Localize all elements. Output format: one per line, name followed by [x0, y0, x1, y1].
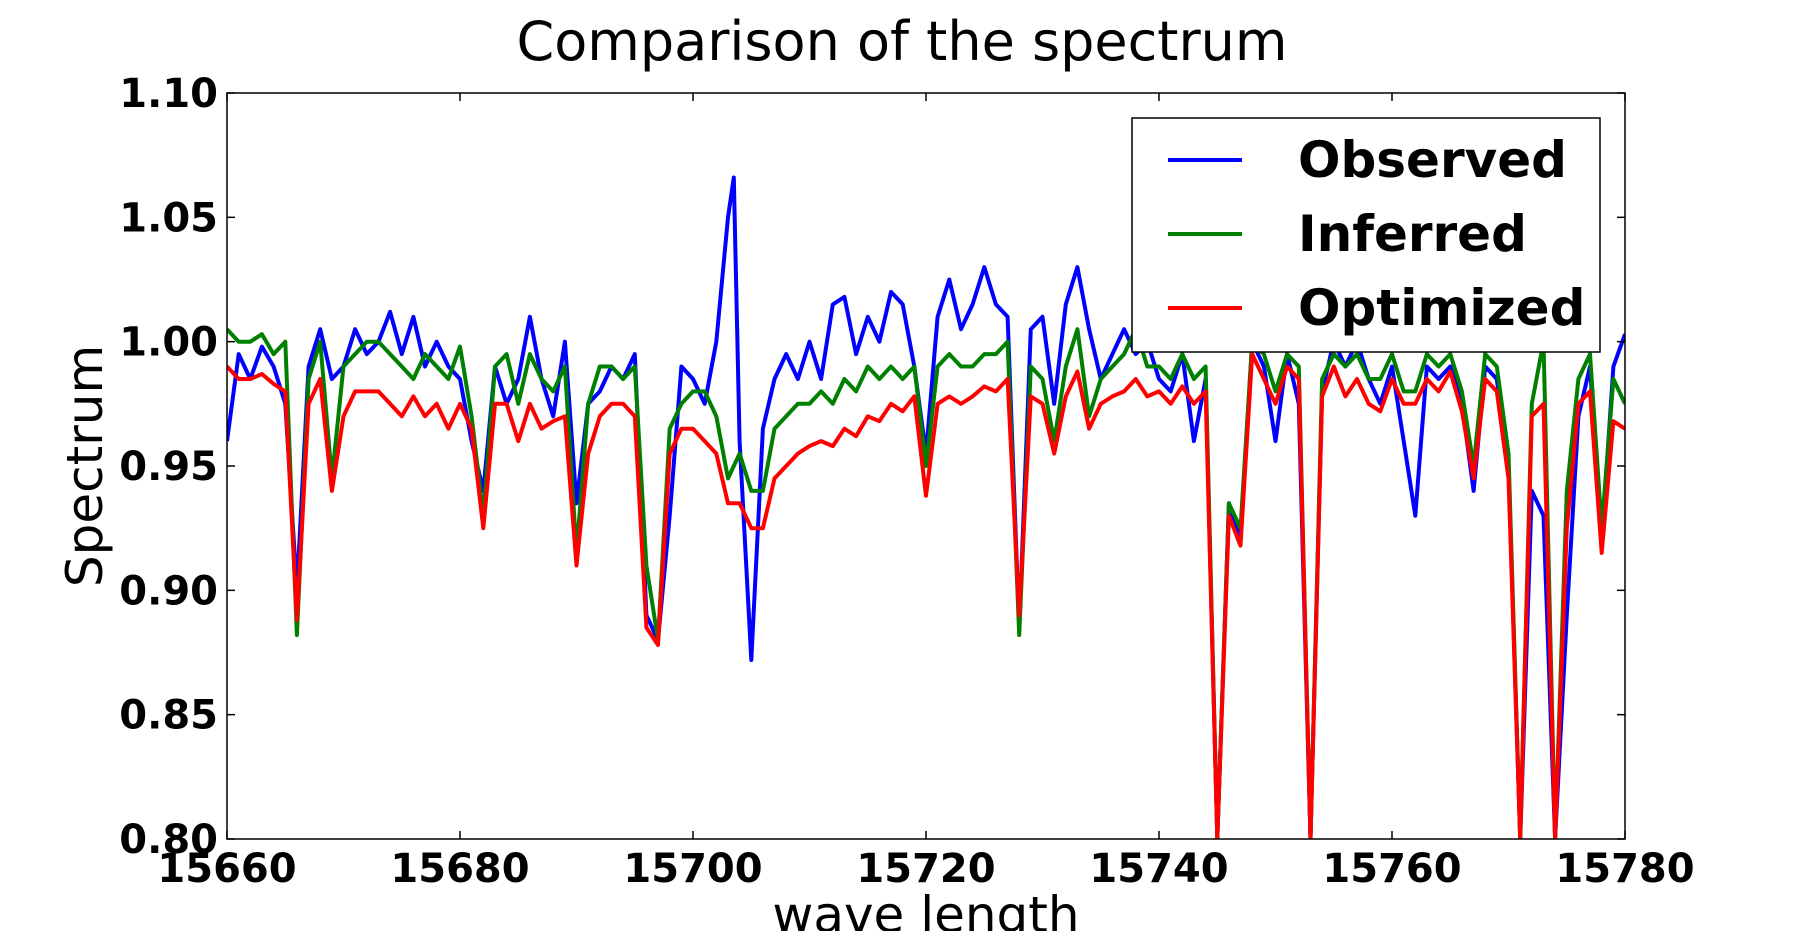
x-tick-label: 15780 [1555, 846, 1694, 892]
y-axis-label: Spectrum [56, 345, 114, 587]
y-tick-label: 1.10 [119, 71, 218, 117]
x-tick-label: 15760 [1322, 846, 1461, 892]
legend-entries: Observed Inferred Optimized [1168, 131, 1585, 337]
y-tick-label: 1.00 [119, 320, 218, 366]
series-line-optimized [227, 352, 1625, 839]
series-layer [227, 175, 1625, 839]
y-tick-label: 0.80 [119, 817, 218, 863]
y-tick-label: 0.85 [119, 693, 218, 739]
legend: Observed Inferred Optimized [1131, 117, 1601, 353]
series-line-inferred [227, 327, 1625, 839]
x-axis-label: wave length [772, 886, 1079, 931]
y-tick-label: 0.95 [119, 444, 218, 490]
legend-label-inferred: Inferred [1298, 205, 1527, 263]
x-tick-label: 15680 [390, 846, 529, 892]
x-tick-label: 15720 [856, 846, 995, 892]
x-tick-label: 15700 [623, 846, 762, 892]
legend-label-optimized: Optimized [1298, 279, 1585, 337]
x-tick-label: 15740 [1089, 846, 1228, 892]
legend-label-observed: Observed [1298, 131, 1567, 189]
y-tick-label: 1.05 [119, 195, 218, 241]
x-tick-label: 15660 [157, 846, 296, 892]
y-tick-label: 0.90 [119, 568, 218, 614]
chart-title: Comparison of the spectrum [516, 10, 1287, 73]
tick-layer: 15660 15680 15700 15720 15740 15760 15780 0.80 0… [119, 71, 1694, 892]
